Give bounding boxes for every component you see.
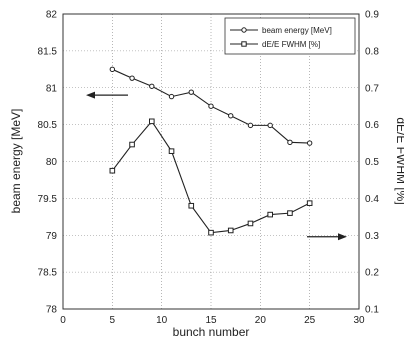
y-right-tick-label: 0.1 — [365, 305, 379, 316]
data-point-fwhm — [169, 149, 174, 154]
x-axis-title: bunch number — [173, 325, 250, 339]
y-left-tick-label: 80 — [46, 157, 58, 168]
y-right-tick-label: 0.6 — [365, 120, 379, 131]
data-point-energy — [307, 141, 311, 145]
y-left-tick-label: 78.5 — [38, 268, 58, 279]
y-left-tick-label: 79.5 — [38, 194, 58, 205]
data-point-energy — [169, 94, 173, 98]
y-right-tick-label: 0.4 — [365, 194, 379, 205]
data-point-fwhm — [189, 203, 194, 208]
data-point-fwhm — [228, 228, 233, 233]
data-point-fwhm — [130, 142, 135, 147]
legend-marker-fwhm — [242, 42, 246, 46]
y-left-tick-label: 78 — [46, 305, 58, 316]
x-tick-label: 30 — [353, 315, 365, 326]
grid — [63, 14, 359, 309]
data-point-energy — [130, 76, 134, 80]
y-left-tick-label: 82 — [46, 10, 58, 21]
y-left-tick-label: 81 — [46, 83, 58, 94]
x-tick-label: 0 — [60, 315, 66, 326]
data-point-energy — [268, 123, 272, 127]
y-right-tick-label: 0.9 — [365, 10, 379, 21]
legend-label-energy: beam energy [MeV] — [262, 26, 332, 35]
legend-label-fwhm: dE/E FWHM [%] — [262, 40, 320, 49]
data-point-fwhm — [209, 230, 214, 235]
y-left-ticks: 78 78.5 79 79.5 80 80.5 81 81.5 82 — [38, 10, 58, 316]
x-tick-label: 25 — [304, 315, 316, 326]
legend: beam energy [MeV] dE/E FWHM [%] — [225, 18, 355, 54]
arrow-left-head — [86, 92, 95, 99]
data-point-energy — [248, 123, 252, 127]
data-point-fwhm — [110, 168, 115, 173]
legend-marker-energy — [242, 28, 246, 32]
data-point-fwhm — [307, 201, 312, 206]
data-point-fwhm — [248, 221, 253, 226]
y-right-tick-label: 0.5 — [365, 157, 379, 168]
data-point-energy — [189, 90, 193, 94]
y-right-tick-label: 0.3 — [365, 231, 379, 242]
annotation-arrows — [86, 92, 347, 241]
y-left-axis-title: beam energy [MeV] — [9, 109, 23, 214]
data-point-energy — [229, 114, 233, 118]
y-left-tick-label: 79 — [46, 231, 58, 242]
data-point-fwhm — [150, 119, 155, 124]
y-right-tick-label: 0.8 — [365, 46, 379, 57]
arrow-right-head — [338, 233, 347, 240]
data-point-fwhm — [288, 211, 293, 216]
y-right-tick-label: 0.2 — [365, 268, 379, 279]
y-right-tick-label: 0.7 — [365, 83, 379, 94]
y-left-tick-label: 80.5 — [38, 120, 58, 131]
x-tick-label: 20 — [255, 315, 267, 326]
y-right-ticks: 0.1 0.2 0.3 0.4 0.5 0.6 0.7 0.8 0.9 — [365, 10, 379, 316]
data-point-energy — [150, 84, 154, 88]
x-tick-label: 5 — [110, 315, 116, 326]
data-point-energy — [288, 140, 292, 144]
data-point-fwhm — [268, 212, 273, 217]
y-left-tick-label: 81.5 — [38, 46, 58, 57]
x-tick-label: 10 — [156, 315, 168, 326]
y-right-axis-title: dE/E FWHM [%] — [394, 117, 404, 204]
data-point-energy — [110, 67, 114, 71]
data-point-energy — [209, 104, 213, 108]
